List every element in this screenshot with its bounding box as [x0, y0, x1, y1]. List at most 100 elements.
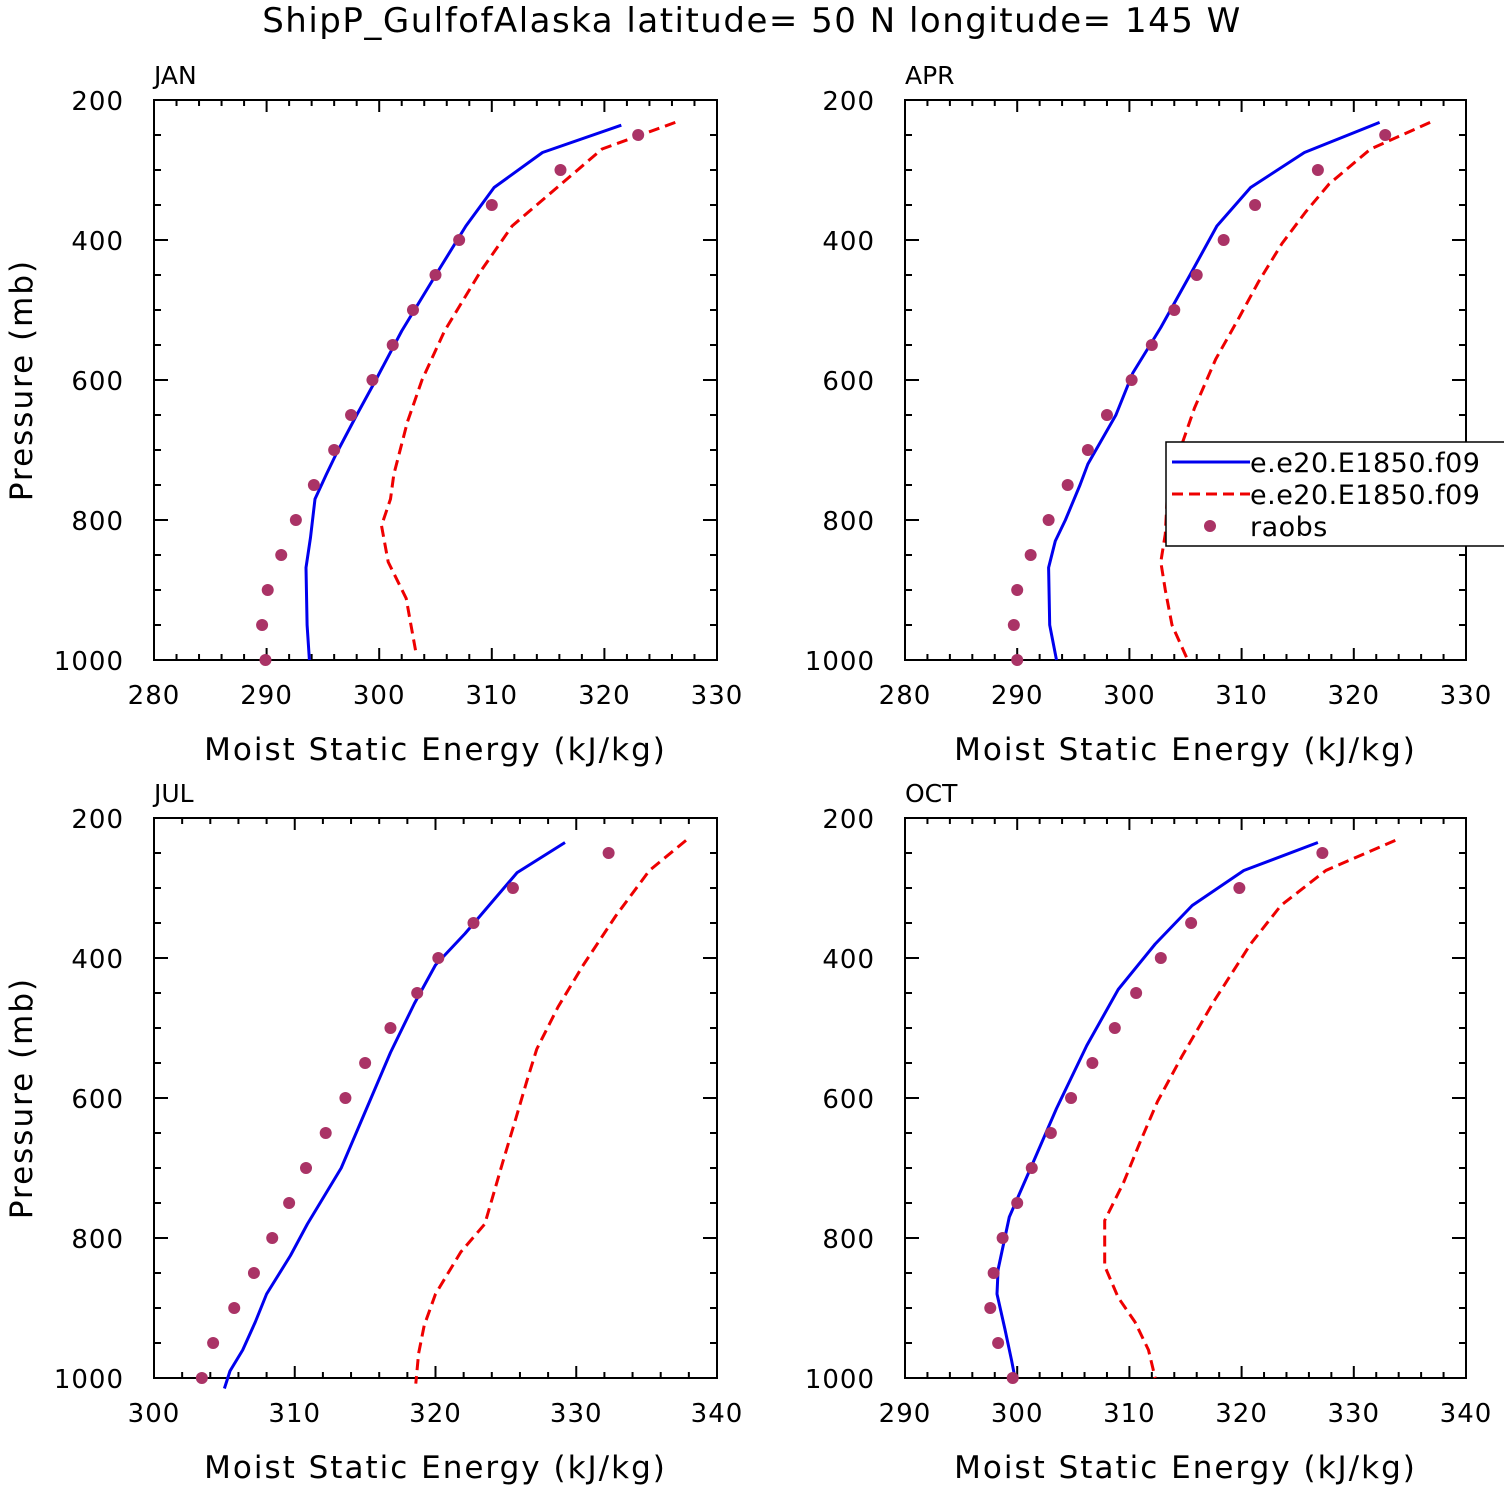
raobs-point: [1006, 1372, 1019, 1384]
x-tick-label: 290: [879, 1399, 932, 1429]
raobs-point: [996, 1232, 1009, 1244]
y-tick-label: 600: [822, 367, 875, 397]
panel-label: APR: [905, 61, 955, 90]
x-tick-label: 280: [879, 681, 932, 711]
x-tick-label: 320: [409, 1399, 462, 1429]
x-tick-label: 300: [128, 1399, 181, 1429]
y-tick-label: 800: [822, 507, 875, 537]
y-tick-label: 600: [822, 1085, 875, 1115]
plot-frame: [904, 99, 1467, 661]
raobs-point: [411, 987, 424, 999]
raobs-point: [602, 847, 615, 859]
y-tick-label: 1000: [54, 1365, 124, 1395]
raobs-point: [1190, 269, 1203, 281]
raobs-point: [1042, 514, 1055, 526]
raobs-point: [1024, 549, 1037, 561]
model-solid-line: [995, 841, 1319, 1379]
raobs-point: [1007, 619, 1020, 631]
model-solid-line: [222, 841, 566, 1389]
model-dashed-line: [380, 120, 676, 656]
x-tick-label: 310: [268, 1399, 321, 1429]
raobs-point: [1044, 1127, 1057, 1139]
y-tick-label: 1000: [805, 1365, 875, 1395]
y-tick-label: 1000: [805, 647, 875, 677]
raobs-point: [319, 1127, 332, 1139]
raobs-point: [1125, 374, 1138, 386]
raobs-point: [1086, 1057, 1099, 1069]
model-dashed-line: [1103, 839, 1396, 1379]
raobs-point: [261, 584, 274, 596]
raobs-point: [195, 1372, 208, 1384]
model-solid-line: [1047, 121, 1381, 661]
raobs-point: [275, 549, 288, 561]
x-tick-label: 310: [1103, 1399, 1156, 1429]
raobs-point: [1081, 444, 1094, 456]
x-axis-title: Moist Static Energy (kJ/kg): [204, 732, 667, 768]
legend-label: e.e20.E1850.f09: [1250, 480, 1480, 511]
raobs-point: [1065, 1092, 1078, 1104]
raobs-point: [1217, 234, 1230, 246]
raobs-point: [485, 199, 498, 211]
raobs-point: [359, 1057, 372, 1069]
x-tick-label: 320: [1327, 681, 1380, 711]
y-axis-title: Pressure (mb): [4, 259, 40, 501]
model-solid-line: [304, 123, 622, 661]
x-tick-label: 290: [991, 681, 1044, 711]
raobs-point: [1130, 987, 1143, 999]
raobs-point: [289, 514, 302, 526]
x-tick-label: 310: [465, 681, 518, 711]
raobs-point: [406, 304, 419, 316]
y-tick-label: 400: [71, 945, 124, 975]
raobs-point: [984, 1302, 997, 1314]
raobs-point: [228, 1302, 241, 1314]
x-tick-label: 340: [1440, 1399, 1493, 1429]
raobs-point: [283, 1197, 296, 1209]
raobs-point: [207, 1337, 220, 1349]
model-dashed-line: [414, 839, 687, 1384]
raobs-point: [1145, 339, 1158, 351]
x-tick-label: 320: [578, 681, 631, 711]
y-tick-label: 800: [71, 1225, 124, 1255]
x-tick-label: 330: [691, 681, 744, 711]
raobs-point: [1154, 952, 1167, 964]
model-dashed-line: [1159, 121, 1431, 661]
raobs-point: [453, 234, 466, 246]
panel-jan: JAN 280 290 300 310 320 330 200 400 600 800 1000 Moi…: [4, 61, 744, 768]
raobs-point: [1011, 584, 1024, 596]
x-tick-label: 330: [1440, 681, 1493, 711]
y-tick-label: 400: [71, 227, 124, 257]
raobs-point: [1249, 199, 1262, 211]
x-tick-label: 310: [1215, 681, 1268, 711]
raobs-point: [992, 1337, 1005, 1349]
legend-marker-raobs: [1204, 520, 1216, 532]
x-tick-label: 300: [353, 681, 406, 711]
raobs-point: [1311, 164, 1324, 176]
raobs-point: [554, 164, 567, 176]
raobs-point: [467, 917, 480, 929]
x-tick-label: 320: [1215, 1399, 1268, 1429]
y-tick-label: 600: [71, 1085, 124, 1115]
raobs-point: [1168, 304, 1181, 316]
raobs-point: [506, 882, 519, 894]
raobs-point: [632, 129, 645, 141]
raobs-point: [256, 619, 269, 631]
x-tick-label: 330: [1327, 1399, 1380, 1429]
legend-label: raobs: [1250, 512, 1328, 543]
y-tick-label: 800: [71, 507, 124, 537]
x-axis-title: Moist Static Energy (kJ/kg): [954, 732, 1417, 768]
raobs-point: [1316, 847, 1329, 859]
raobs-point: [366, 374, 379, 386]
raobs-point: [386, 339, 399, 351]
y-tick-label: 400: [822, 945, 875, 975]
raobs-point: [247, 1267, 260, 1279]
x-tick-label: 300: [991, 1399, 1044, 1429]
raobs-point: [1100, 409, 1113, 421]
y-axis-title: Pressure (mb): [4, 977, 40, 1219]
panel-oct: OCT 290 300 310 320 330 340 200 400 600 800 1000 Moi…: [805, 779, 1493, 1486]
raobs-point: [328, 444, 341, 456]
raobs-point: [1233, 882, 1246, 894]
raobs-point: [266, 1232, 279, 1244]
raobs-point: [432, 952, 445, 964]
